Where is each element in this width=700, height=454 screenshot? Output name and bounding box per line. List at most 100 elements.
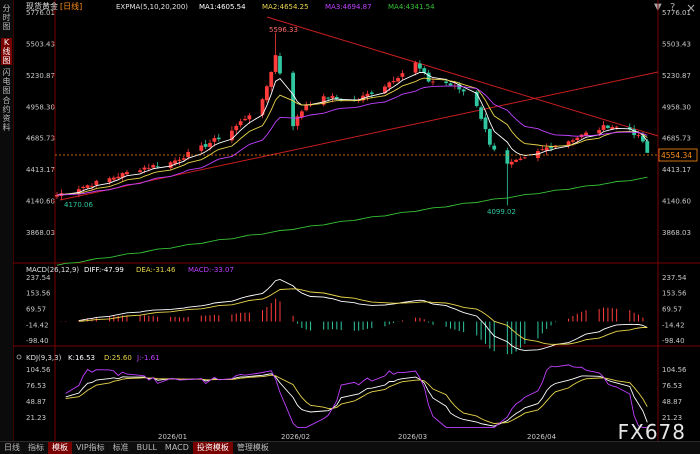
candle-body: [400, 73, 405, 77]
candle-body: [125, 172, 129, 175]
candle-body: [640, 135, 645, 142]
main-y-tick-left: 5230.87: [26, 72, 55, 80]
main-y-tick-left: 4958.30: [26, 103, 55, 111]
macd-y-tick-right: 237.54: [662, 274, 687, 282]
candle-body: [234, 125, 239, 131]
ma1-label: MA1:4605.54: [199, 3, 246, 11]
kdj-name: KDJ(9,3,3): [26, 354, 62, 362]
candle-body: [461, 89, 466, 92]
candle-body: [304, 104, 309, 111]
bottom-tab-template[interactable]: 模板: [48, 442, 72, 454]
grid: [52, 11, 55, 233]
current-price-label: 4554.34: [661, 151, 692, 160]
macd-name: MACD(26,12,9): [26, 266, 79, 274]
kdj-d: D:25.60: [104, 354, 132, 362]
candle-body: [597, 129, 602, 134]
main-y-tick-left: 4413.17: [26, 166, 55, 174]
sidebar-tab-timeshare[interactable]: 分时图: [2, 4, 11, 31]
kdj-header: KDJ(9,3,3) K:16.53 D:25.60 J:-1.61: [16, 354, 160, 362]
candle-body: [264, 86, 269, 101]
main-y-tick-right: 4140.60: [662, 198, 691, 206]
bottom-tab-daily[interactable]: 日线: [4, 443, 20, 452]
main-y-tick-right: 3868.03: [662, 229, 691, 237]
candle-body: [181, 158, 186, 160]
candle-body: [492, 145, 497, 150]
candle-body: [120, 172, 125, 178]
kdj-y-tick-right: 76.53: [662, 382, 682, 390]
bottom-tab-vip[interactable]: VIP指标: [76, 443, 105, 452]
main-y-tick-left: 5503.43: [26, 40, 55, 48]
macd-value: MACD:-33.07: [188, 266, 234, 274]
close-icon[interactable]: ×: [686, 1, 697, 15]
main-y-tick-right: 5230.87: [662, 72, 691, 80]
candle-body: [55, 194, 59, 197]
sidebar-tab-lightning[interactable]: 闪电图: [2, 68, 11, 95]
candle-body: [238, 121, 243, 126]
candle-body: [426, 72, 431, 82]
ma2-label: MA2:4654.25: [262, 3, 309, 11]
candle-body: [291, 72, 295, 127]
candle-body: [107, 178, 112, 183]
candle-body: [575, 137, 580, 140]
macd-y-tick-left: 153.56: [26, 290, 51, 298]
main-y-tick-right: 5776.01: [662, 9, 691, 17]
trendline-upper: [266, 16, 659, 137]
kdj-y-tick-left: 104.56: [26, 366, 51, 374]
kdj-y-tick-left: 76.53: [26, 382, 46, 390]
kdj-j: J:-1.61: [136, 354, 160, 362]
bottom-tab-invest-template[interactable]: 投资模板: [192, 442, 233, 454]
candle-body: [177, 159, 182, 161]
sidebar-tab-contract[interactable]: 合约资料: [2, 96, 11, 132]
macd-header: MACD(26,12,9) DIFF:-47.99 DEA:-31.46 MAC…: [26, 266, 234, 274]
main-y-tick-left: 4140.60: [26, 198, 55, 206]
candle-body: [216, 137, 221, 140]
candle-body: [146, 167, 151, 169]
macd-y-tick-right: 153.56: [662, 290, 687, 298]
bottom-tab-macd[interactable]: MACD: [164, 443, 189, 452]
candle-body: [627, 127, 632, 130]
candle-body: [229, 130, 234, 141]
macd-y-tick-left: 69.57: [26, 306, 46, 314]
main-y-tick-left: 3868.03: [26, 229, 55, 237]
candle-body: [431, 81, 435, 83]
candle-body: [199, 145, 204, 151]
x-label-jan: 2026/01: [158, 433, 187, 441]
bottom-tab-manage-template[interactable]: 管理模板: [236, 443, 269, 452]
macd-lines: [60, 279, 648, 355]
bottom-tab-bull[interactable]: BULL: [136, 443, 157, 452]
kdj-y-tick-right: 21.23: [662, 414, 682, 422]
kdj-settings-icon[interactable]: [16, 354, 22, 360]
candle-body: [383, 86, 387, 94]
candle-body: [413, 62, 418, 73]
candle-body: [601, 125, 606, 130]
bottom-tab-standard[interactable]: 标准: [112, 443, 129, 452]
candle-body: [186, 151, 191, 158]
ma4-line: [56, 176, 648, 266]
macd-y-tick-left: 237.54: [26, 274, 51, 282]
candle-body: [365, 93, 370, 97]
help-icon[interactable]: ?: [670, 2, 676, 13]
candle-body: [369, 92, 374, 94]
main-y-tick-left: 5776.01: [26, 9, 55, 17]
candle-body: [247, 115, 252, 120]
candle-body: [260, 99, 265, 115]
sidebar-tab-kline[interactable]: K线图: [1, 38, 12, 65]
macd-dea-line: [78, 288, 648, 345]
candles: [55, 32, 650, 206]
candle-body: [142, 167, 147, 170]
high-annotation: 5596.33: [269, 26, 298, 34]
bottom-tab-indicator[interactable]: 指标: [28, 443, 44, 452]
kdj-k: K:16.53: [68, 354, 95, 362]
candle-body: [321, 96, 326, 105]
kdj-j-line: [65, 364, 648, 428]
candle-body: [584, 132, 588, 136]
period-label: [日线]: [60, 1, 82, 11]
candle-body: [155, 166, 160, 168]
candle-body: [278, 56, 282, 74]
ma4-label: MA4:4341.54: [388, 3, 435, 11]
main-header: 现货黄金 [日线] EXPMA(5,10,20,200) MA1:4605.54…: [26, 1, 435, 11]
main-y-axis: 5776.01 5776.01 5503.43 5503.43 5230.87 5230.…: [26, 9, 691, 237]
candle-body: [522, 157, 527, 159]
candle-body: [479, 107, 484, 119]
